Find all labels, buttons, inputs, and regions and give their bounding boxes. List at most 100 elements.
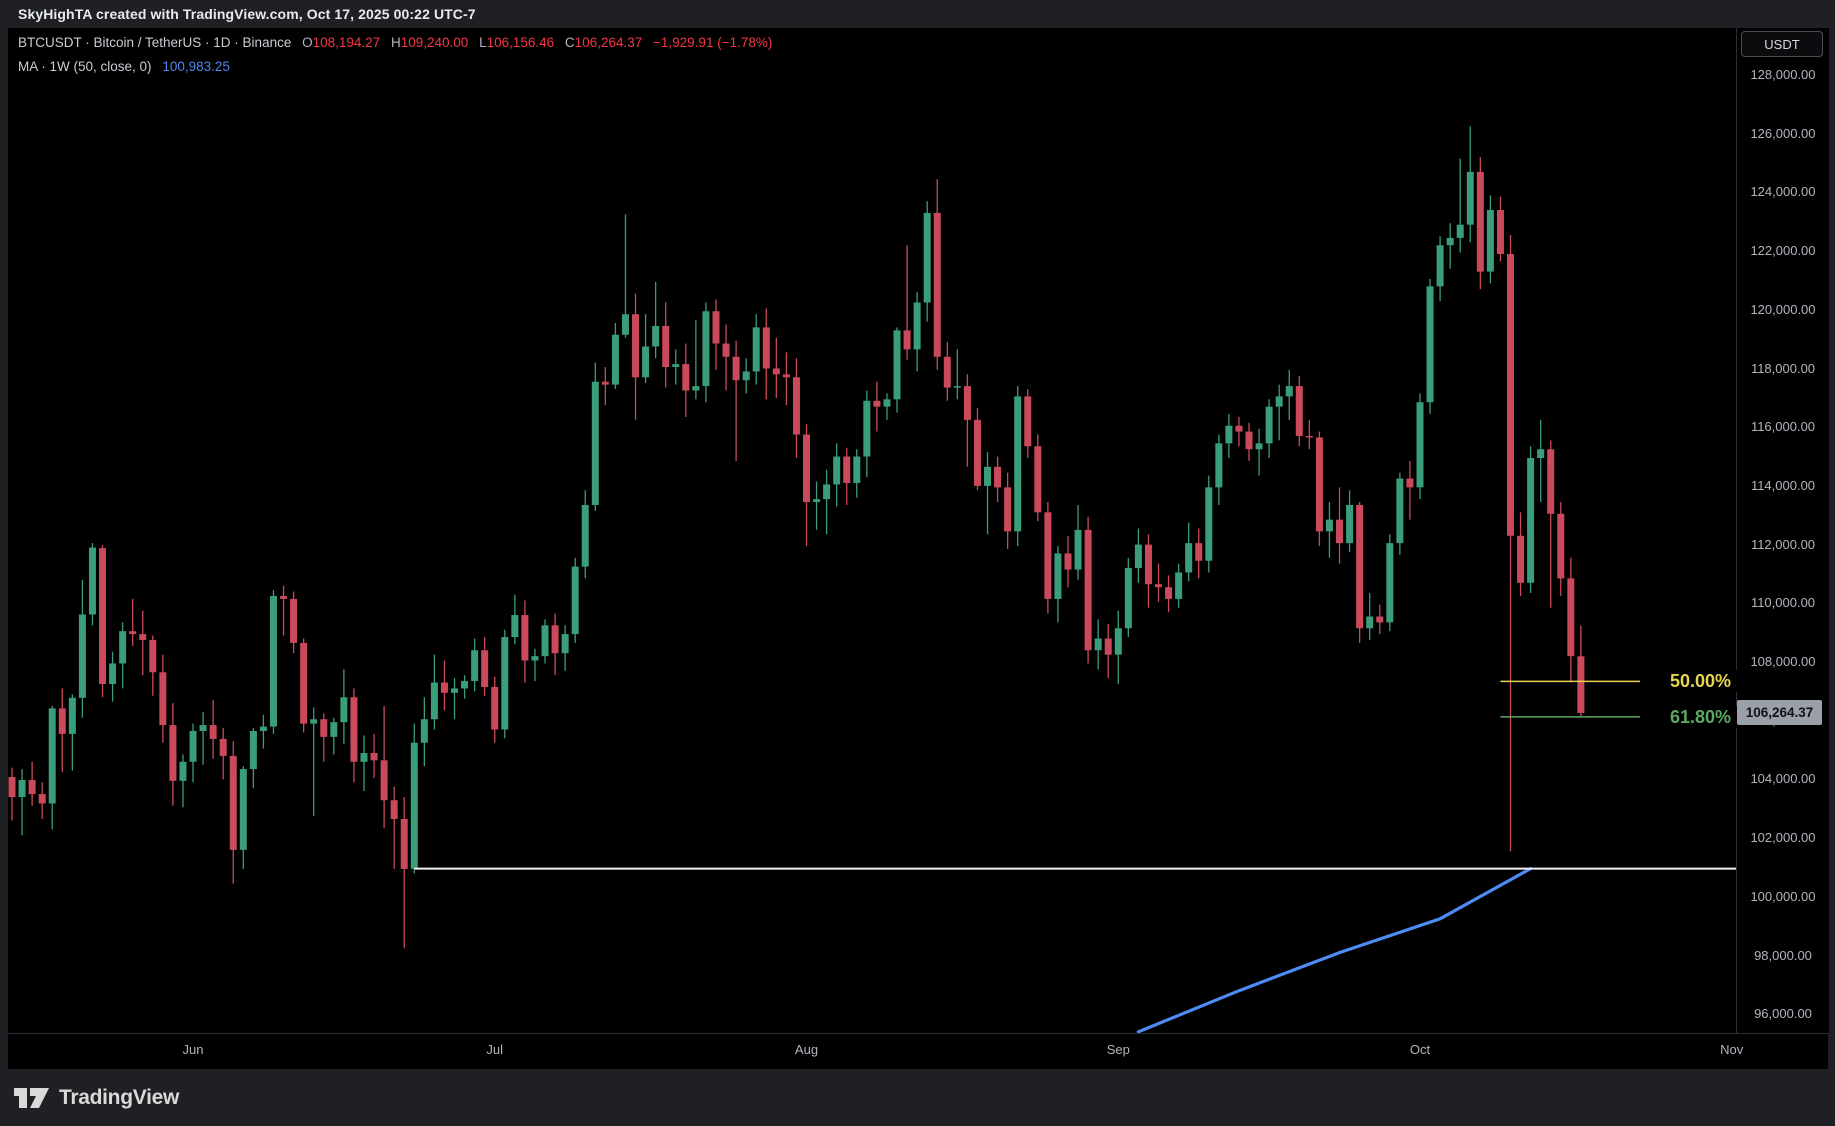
candle[interactable] xyxy=(1527,446,1535,594)
candle[interactable] xyxy=(883,393,891,420)
candle[interactable] xyxy=(350,688,358,783)
candle[interactable] xyxy=(571,557,579,643)
price-axis[interactable]: 128,000.00 126,000.00 124,000.00 122,000.00… xyxy=(1736,28,1829,1033)
candle[interactable] xyxy=(199,711,207,765)
currency-button[interactable]: USDT xyxy=(1741,31,1823,57)
candle[interactable] xyxy=(1305,419,1313,450)
candle[interactable] xyxy=(1346,490,1354,552)
candle[interactable] xyxy=(953,349,961,400)
candle[interactable] xyxy=(1134,528,1142,583)
candle[interactable] xyxy=(1124,557,1132,638)
candle[interactable] xyxy=(923,201,931,322)
candle[interactable] xyxy=(1195,528,1203,579)
candle[interactable] xyxy=(169,703,177,806)
candle[interactable] xyxy=(1456,158,1464,253)
candle[interactable] xyxy=(1094,619,1102,670)
candle[interactable] xyxy=(179,754,187,808)
candle[interactable] xyxy=(752,314,760,385)
candle[interactable] xyxy=(380,706,388,828)
candle[interactable] xyxy=(1426,278,1434,414)
candle[interactable] xyxy=(692,320,700,400)
candle[interactable] xyxy=(18,769,26,836)
fib-level-618-label[interactable]: 61.80% xyxy=(1640,705,1737,728)
candle[interactable] xyxy=(290,591,298,654)
candle[interactable] xyxy=(1547,440,1555,608)
candle[interactable] xyxy=(792,358,800,459)
candle[interactable] xyxy=(1205,475,1213,573)
candle[interactable] xyxy=(963,374,971,467)
candle[interactable] xyxy=(1255,428,1263,476)
time-axis[interactable]: Jun Jul Aug Sep Oct Nov xyxy=(8,1033,1828,1070)
candle[interactable] xyxy=(340,669,348,745)
candle[interactable] xyxy=(229,741,237,884)
candle[interactable] xyxy=(1406,460,1414,520)
ma-indicator-row[interactable]: MA · 1W (50, close, 0) 100,983.25 xyxy=(18,57,918,76)
candle[interactable] xyxy=(1315,431,1323,547)
candle[interactable] xyxy=(1044,502,1052,614)
candle[interactable] xyxy=(390,786,398,869)
candle[interactable] xyxy=(300,638,308,733)
candle[interactable] xyxy=(561,625,569,671)
candle[interactable] xyxy=(99,545,107,698)
candle[interactable] xyxy=(249,728,257,789)
candle[interactable] xyxy=(440,660,448,711)
candle[interactable] xyxy=(109,651,117,702)
candle[interactable] xyxy=(239,766,247,869)
candle[interactable] xyxy=(1014,386,1022,547)
ma-trendline[interactable] xyxy=(1136,866,1533,1033)
candle[interactable] xyxy=(1557,502,1565,596)
candle[interactable] xyxy=(38,782,46,820)
candle[interactable] xyxy=(702,302,710,403)
candle[interactable] xyxy=(511,594,519,645)
candle[interactable] xyxy=(521,600,529,683)
candle[interactable] xyxy=(501,629,509,739)
candle[interactable] xyxy=(1517,512,1525,596)
candle[interactable] xyxy=(843,447,851,505)
candle[interactable] xyxy=(1356,502,1364,643)
candle[interactable] xyxy=(1215,434,1223,505)
candle[interactable] xyxy=(1366,593,1374,640)
candle[interactable] xyxy=(1074,504,1082,580)
candle[interactable] xyxy=(219,728,227,780)
candle[interactable] xyxy=(78,579,86,718)
candle[interactable] xyxy=(893,327,901,413)
candle[interactable] xyxy=(1325,502,1333,558)
candle[interactable] xyxy=(1466,126,1474,243)
candle[interactable] xyxy=(813,481,821,530)
candle[interactable] xyxy=(420,697,428,767)
candle[interactable] xyxy=(320,713,328,762)
candle[interactable] xyxy=(1034,434,1042,522)
candle[interactable] xyxy=(139,610,147,676)
candle[interactable] xyxy=(1496,196,1504,262)
candle[interactable] xyxy=(269,590,277,734)
candle[interactable] xyxy=(430,654,438,730)
candle[interactable] xyxy=(742,358,750,394)
candle[interactable] xyxy=(451,678,459,720)
candle[interactable] xyxy=(1024,389,1032,459)
candle[interactable] xyxy=(803,424,811,547)
candle[interactable] xyxy=(88,543,96,626)
candle[interactable] xyxy=(209,700,217,759)
candle[interactable] xyxy=(159,654,167,743)
candle[interactable] xyxy=(68,694,76,771)
candle[interactable] xyxy=(1476,157,1484,290)
candle[interactable] xyxy=(551,613,559,676)
candle[interactable] xyxy=(1235,416,1243,447)
candle[interactable] xyxy=(58,688,66,773)
candle[interactable] xyxy=(1064,535,1072,588)
candle[interactable] xyxy=(8,767,16,821)
candle[interactable] xyxy=(1295,375,1303,447)
candle[interactable] xyxy=(873,381,881,432)
candle[interactable] xyxy=(1084,516,1092,664)
candle[interactable] xyxy=(581,490,589,579)
candle[interactable] xyxy=(632,293,640,420)
candle[interactable] xyxy=(611,323,619,390)
candle[interactable] xyxy=(1175,563,1183,608)
candle[interactable] xyxy=(672,349,680,385)
candle[interactable] xyxy=(1004,472,1012,550)
candle[interactable] xyxy=(652,281,660,359)
candle[interactable] xyxy=(1567,557,1575,682)
candle[interactable] xyxy=(370,733,378,778)
candle[interactable] xyxy=(259,714,267,749)
candle[interactable] xyxy=(1154,563,1162,602)
